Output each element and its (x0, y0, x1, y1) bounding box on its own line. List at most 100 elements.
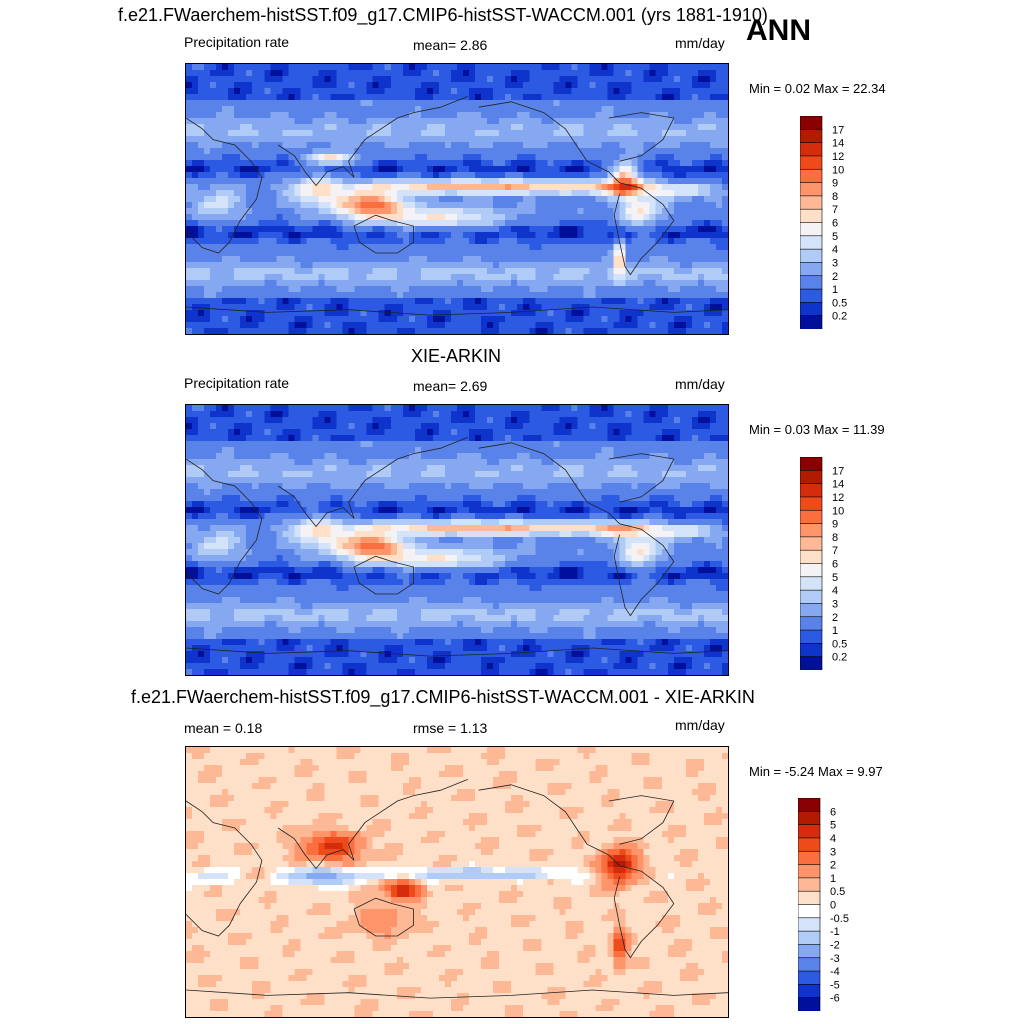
coastline (353, 897, 414, 937)
colorbar-swatch (800, 656, 823, 670)
colorbar-tick-label: 3 (832, 598, 838, 610)
map-field-svg (186, 405, 728, 675)
colorbar-swatch (800, 589, 823, 605)
season-label: ANN (746, 14, 811, 47)
colorbar-swatch (798, 970, 821, 986)
colorbar-tick-label: 17 (832, 124, 844, 136)
coastline (613, 865, 675, 959)
coastline (186, 800, 263, 937)
colorbar-tick-label: 5 (832, 231, 838, 243)
colorbar-tick-label: -0.5 (830, 913, 849, 925)
colorbar-tick-label: 0.2 (832, 652, 847, 664)
colorbar-tick-label: 4 (830, 833, 836, 845)
panel1-colorbar: 17 14 12 10 9 8 7 6 5 4 3 2 1 0.5 0.2 (800, 116, 860, 329)
colorbar-swatch (798, 877, 821, 892)
panel2-colorbar: 17 14 12 10 9 8 7 6 5 4 3 2 1 0.5 0.2 (800, 457, 860, 670)
colorbar-tick-label: 14 (832, 479, 844, 491)
coastline (186, 458, 263, 595)
colorbar-tick-label: -4 (830, 966, 840, 978)
colorbar-swatch (800, 195, 823, 210)
colorbar-tick-label: 14 (832, 138, 844, 150)
panel1-minmax-label: Min = 0.02 Max = 22.34 (749, 81, 886, 96)
coastline (277, 779, 468, 870)
colorbar-tick-label: 6 (830, 806, 836, 818)
colorbar-swatch (800, 470, 823, 485)
colorbar-swatch (800, 275, 823, 290)
colorbar-swatch (800, 248, 823, 264)
panel2-map (185, 404, 729, 676)
panel3-mean-label: mean = 0.18 (184, 720, 263, 736)
colorbar-swatch (798, 890, 821, 906)
panel2-variable-label: Precipitation rate (184, 375, 290, 391)
colorbar-swatch (800, 116, 823, 131)
colorbar-tick-label: 2 (832, 612, 838, 624)
colorbar-tick-label: 7 (832, 204, 838, 216)
coastline (277, 96, 468, 187)
colorbar-swatch (798, 997, 821, 1011)
colorbar-swatch (800, 235, 823, 250)
colorbar-tick-label: 1 (830, 873, 836, 885)
colorbar-tick-label: 6 (832, 559, 838, 571)
coastline (277, 437, 468, 528)
panel3-rmse-label: rmse = 1.13 (413, 720, 488, 736)
colorbar-swatch (800, 603, 823, 618)
colorbar-tick-label: -6 (830, 993, 840, 1005)
coastline (478, 442, 620, 525)
panel2-minmax-label: Min = 0.03 Max = 11.39 (749, 422, 885, 437)
panel1-mean-label: mean= 2.86 (413, 37, 488, 53)
colorbar-swatch (800, 222, 823, 237)
colorbar-tick-label: 9 (832, 178, 838, 190)
colorbar-tick-label: 10 (832, 164, 844, 176)
colorbar-swatch (800, 168, 823, 184)
colorbar-tick-label: 2 (832, 271, 838, 283)
colorbar-tick-label: 0.5 (832, 638, 847, 650)
colorbar-tick-label: 7 (832, 545, 838, 557)
coastline (353, 214, 414, 254)
colorbar-swatch (798, 944, 821, 959)
panel1-units-label: mm/day (675, 35, 725, 51)
colorbar-tick-label: 17 (832, 465, 844, 477)
colorbar-tick-label: -3 (830, 953, 840, 965)
coastline (478, 101, 620, 184)
colorbar-tick-label: 0.5 (830, 886, 845, 898)
coastline (186, 306, 728, 316)
colorbar-swatch (800, 457, 823, 472)
panel3-map (185, 746, 729, 1018)
panel1-variable-label: Precipitation rate (184, 34, 290, 50)
colorbar-swatch (798, 930, 821, 946)
colorbar-tick-label: 5 (832, 572, 838, 584)
colorbar-swatch (798, 824, 821, 839)
colorbar-swatch (798, 837, 821, 853)
panel1-map (185, 63, 729, 335)
colorbar-tick-label: -1 (830, 926, 840, 938)
colorbar-swatch (800, 262, 823, 277)
colorbar-swatch (800, 483, 823, 498)
colorbar-swatch (798, 957, 821, 972)
coastline (186, 117, 263, 254)
colorbar-swatch (800, 509, 823, 525)
colorbar-swatch (800, 629, 823, 645)
colorbar-swatch (800, 155, 823, 171)
colorbar-swatch (798, 798, 821, 813)
panel3-title: f.e21.FWaerchem-histSST.f09_g17.CMIP6-hi… (131, 687, 755, 707)
colorbar-swatch (800, 182, 823, 197)
colorbar-tick-label: 12 (832, 492, 844, 504)
coastline (608, 453, 675, 503)
colorbar-swatch (800, 549, 823, 565)
coastline (186, 989, 728, 999)
colorbar-swatch (798, 917, 821, 932)
panel1-title: f.e21.FWaerchem-histSST.f09_g17.CMIP6-hi… (118, 5, 768, 25)
colorbar-tick-label: 2 (830, 860, 836, 872)
colorbar-tick-label: -2 (830, 939, 840, 951)
map-field-svg (186, 747, 728, 1017)
colorbar-tick-label: 0.5 (832, 297, 847, 309)
colorbar-tick-label: 8 (832, 532, 838, 544)
colorbar-swatch (798, 984, 821, 999)
colorbar-tick-label: -5 (830, 979, 840, 991)
colorbar-tick-label: 1 (832, 625, 838, 637)
colorbar-swatch (800, 536, 823, 551)
colorbar-swatch (798, 850, 821, 866)
colorbar-tick-label: 8 (832, 191, 838, 203)
